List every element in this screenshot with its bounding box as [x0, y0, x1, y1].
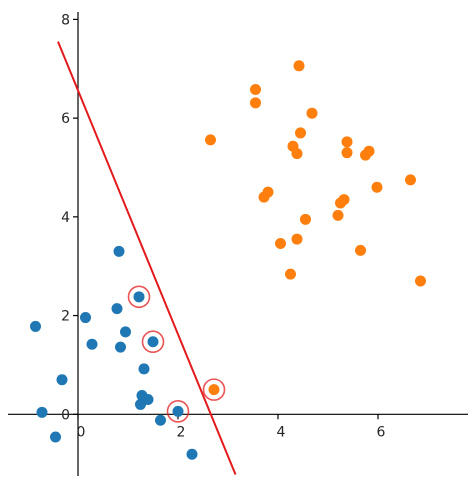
scatter-point-series-2	[293, 60, 305, 72]
scatter-point-series-2	[363, 145, 375, 157]
y-axis-ticks: 0 2 4 6 8	[61, 12, 78, 423]
scatter-point-series-2	[341, 147, 353, 159]
scatter-point-series-1	[172, 405, 184, 417]
x-tick-label: 6	[377, 424, 386, 440]
scatter-point-series-2	[300, 213, 311, 225]
y-tick-label: 4	[61, 210, 70, 226]
x-tick-label: 2	[177, 424, 186, 440]
scatter-point-series-2	[205, 134, 216, 146]
scatter-point-series-2	[285, 268, 296, 280]
scatter-point-series-1	[142, 393, 154, 405]
scatter-point-series-1	[115, 341, 126, 353]
scatter-point-series-2	[208, 384, 220, 396]
scatter-point-series-1	[113, 245, 125, 257]
decision-boundary-line	[57, 41, 237, 475]
scatter-point-series-1	[86, 338, 98, 350]
scatter-point-series-1	[147, 336, 159, 348]
scatter-point-series-1	[133, 291, 145, 303]
scatter-point-series-2	[415, 275, 426, 287]
highlight-rings	[127, 285, 226, 423]
scatter-point-series-1	[56, 374, 68, 386]
scatter-point-series-2	[355, 244, 366, 256]
y-tick-label: 6	[61, 111, 70, 127]
scatter-point-series-2	[332, 209, 344, 221]
y-tick-label: 8	[61, 12, 70, 28]
highlight-ring	[166, 400, 190, 423]
scatter-point-series-1	[36, 406, 48, 418]
x-tick-label: 0	[77, 424, 86, 440]
scatter-point-series-2	[306, 107, 318, 119]
scatter-point-series-1	[120, 326, 131, 338]
highlight-ring	[141, 330, 165, 354]
scatter-point-series-2	[250, 97, 261, 109]
scatter-point-series-2	[338, 194, 350, 206]
scatter-point-series-2	[275, 238, 286, 250]
scatter-point-series-2	[262, 186, 274, 198]
scatter-point-series-2	[341, 136, 353, 148]
scatter-point-series-1	[80, 312, 91, 324]
x-tick-label: 4	[277, 424, 286, 440]
y-tick-label: 0	[61, 407, 70, 423]
highlight-ring	[127, 285, 151, 309]
scatter-point-series-2	[291, 233, 303, 245]
scatter-point-series-1	[30, 320, 41, 332]
data-points	[30, 60, 426, 460]
scatter-point-series-2	[405, 174, 416, 186]
y-tick-label: 2	[61, 309, 70, 325]
scatter-point-series-1	[50, 431, 61, 443]
scatter-point-series-1	[155, 414, 166, 426]
scatter-point-series-2	[250, 83, 261, 95]
scatter-point-series-1	[138, 363, 150, 375]
scatter-point-series-2	[291, 148, 303, 160]
scatter-point-series-1	[111, 303, 123, 315]
highlight-ring	[202, 378, 226, 401]
scatter-point-series-1	[186, 448, 198, 460]
scatter-point-series-2	[371, 181, 383, 193]
scatter-point-series-2	[295, 127, 306, 139]
